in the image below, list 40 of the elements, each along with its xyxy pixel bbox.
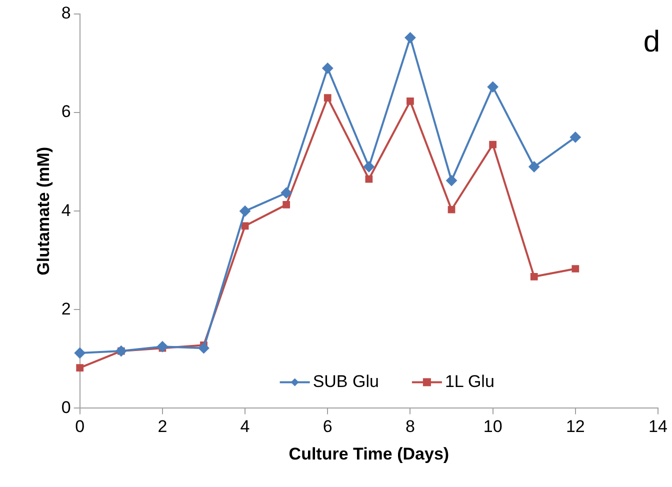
y-tick-label: 2: [61, 299, 71, 318]
annotation: d: [643, 25, 660, 58]
point: [76, 364, 84, 372]
legend-label: SUB Glu: [312, 372, 379, 391]
point: [530, 272, 538, 280]
x-tick-label: 0: [75, 417, 85, 436]
x-tick-label: 4: [240, 417, 250, 436]
y-tick-label: 4: [61, 200, 71, 220]
point: [570, 132, 581, 143]
x-tick-label: 14: [648, 417, 668, 436]
point: [240, 206, 251, 217]
point: [489, 140, 496, 148]
x-tick-label: 8: [405, 417, 415, 436]
point: [156, 341, 168, 352]
x-tick-label: 10: [483, 417, 502, 436]
x-axis-title: Culture Time (Days): [288, 444, 450, 464]
legend-label: 1L Glu: [444, 372, 494, 391]
point: [282, 201, 290, 208]
y-tick-label: 8: [61, 4, 71, 23]
point: [198, 342, 210, 354]
point: [448, 206, 456, 214]
point: [406, 98, 414, 105]
point: [322, 62, 334, 74]
y-axis-title: Glutamate (mM): [34, 146, 53, 276]
y-tick-label: 6: [61, 102, 71, 122]
point: [404, 32, 416, 44]
point: [365, 175, 373, 183]
point: [446, 175, 458, 186]
point: [363, 161, 374, 172]
point: [528, 161, 540, 172]
x-tick-label: 2: [158, 417, 168, 436]
point: [74, 348, 86, 359]
point: [324, 94, 332, 102]
point: [241, 222, 249, 230]
y-tick-label: 0: [61, 398, 71, 417]
point: [280, 187, 292, 198]
x-tick-label: 6: [322, 417, 332, 436]
point: [572, 265, 580, 272]
point: [487, 81, 498, 92]
x-tick-label: 12: [566, 417, 585, 436]
